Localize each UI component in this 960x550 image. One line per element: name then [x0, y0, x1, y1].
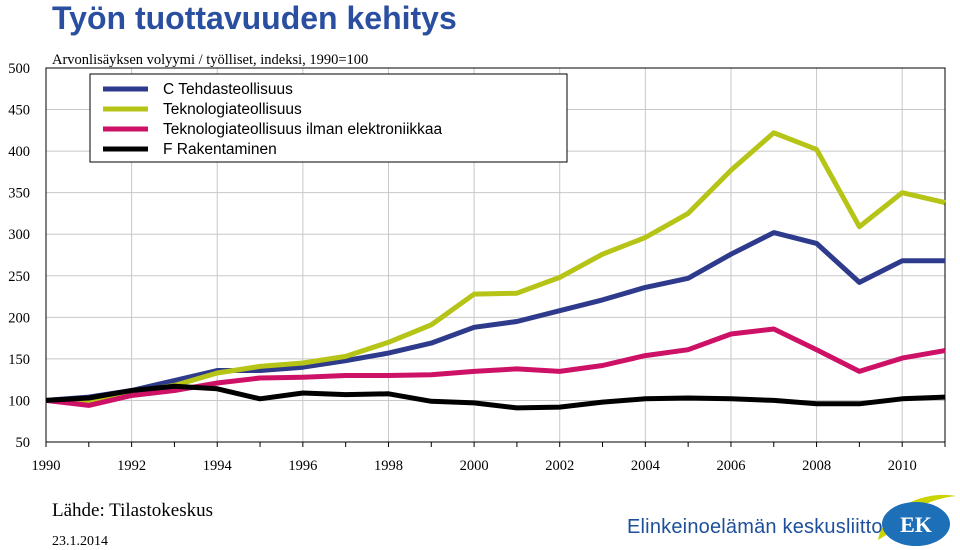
y-tick-label: 400: [8, 144, 30, 160]
series-line-4: [45, 383, 946, 411]
legend-label-1: C Tehdasteollisuus: [163, 81, 293, 98]
x-tick-label: 1990: [32, 458, 61, 474]
y-tick-label: 100: [8, 393, 30, 409]
brand-name: Elinkeinoelämän keskusliitto: [627, 516, 883, 538]
series-line-3: [45, 326, 946, 408]
date-text: 23.1.2014: [52, 534, 108, 549]
y-tick-label: 300: [8, 227, 30, 243]
series-line-1: [45, 230, 945, 403]
y-tick-label: 500: [8, 61, 30, 77]
ek-logo-icon: EK: [878, 494, 956, 546]
x-tick-label: 1998: [374, 458, 403, 474]
legend-label-2: Teknologiateollisuus: [163, 101, 302, 118]
legend-label-3: Teknologiateollisuus ilman elektroniikka…: [163, 121, 443, 138]
x-tick-label: 1994: [203, 458, 233, 474]
logo-text: EK: [900, 512, 932, 537]
y-tick-label: 350: [8, 186, 30, 202]
x-tick-label: 2002: [545, 458, 574, 474]
series-line-2: [46, 130, 946, 403]
y-tick-label: 50: [16, 435, 31, 451]
x-tick-label: 1996: [288, 458, 317, 474]
x-tick-label: 2000: [460, 458, 489, 474]
y-tick-label: 200: [8, 310, 30, 326]
x-tick-label: 2006: [716, 458, 745, 474]
x-tick-label: 2004: [631, 458, 661, 474]
page-title: Työn tuottavuuden kehitys: [52, 0, 457, 36]
legend-label-4: F Rakentaminen: [163, 141, 277, 158]
chart-subtitle: Arvonlisäyksen volyymi / työlliset, inde…: [52, 52, 369, 68]
plot-frame: [45, 67, 946, 443]
x-tick-label: 2008: [802, 458, 831, 474]
y-tick-label: 450: [8, 103, 30, 119]
legend-box: [89, 73, 568, 163]
source-text: Lähde: Tilastokeskus: [52, 500, 213, 521]
y-tick-label: 150: [8, 352, 30, 368]
x-tick-label: 1992: [117, 458, 146, 474]
line-chart: 50 100 150 200 250 300 350 400 450 500 1990 1992 199…: [8, 61, 946, 474]
x-tick-label: 2010: [888, 458, 917, 474]
y-tick-label: 250: [8, 269, 30, 285]
